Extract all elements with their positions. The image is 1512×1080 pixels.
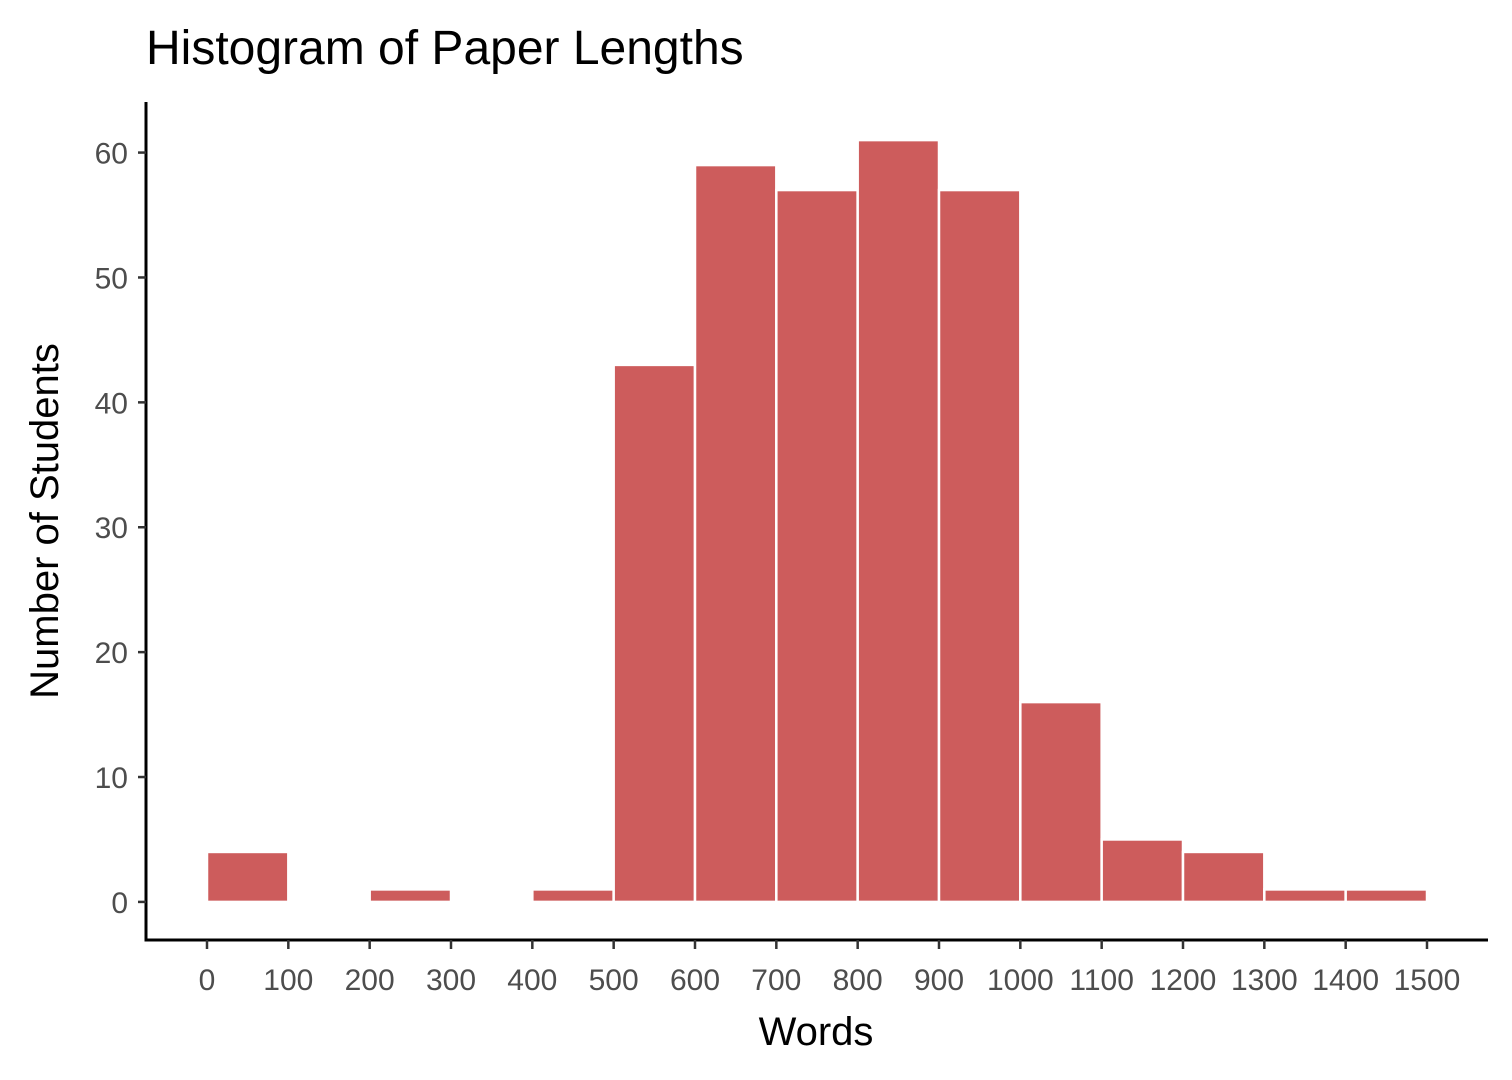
histogram-bar-200-300 [368,888,453,904]
histogram-bar-600-700 [693,163,778,904]
y-tick-label-30: 30 [95,512,128,545]
y-tick-label-0: 0 [111,887,128,920]
histogram-bar-700-800 [775,188,859,904]
chart-title: Histogram of Paper Lengths [146,22,744,75]
y-tick-label-50: 50 [95,262,128,295]
y-tick-label-10: 10 [95,762,128,795]
histogram-bar-1400-1500 [1344,888,1429,904]
x-tick-label-1400: 1400 [1312,964,1379,997]
y-axis-label: Number of Students [23,343,67,699]
x-tick-label-1500: 1500 [1394,964,1461,997]
histogram-bar-500-600 [612,363,697,904]
x-tick-label-1300: 1300 [1231,964,1298,997]
x-tick-label-1100: 1100 [1069,964,1134,997]
x-tick-label-300: 300 [426,964,476,997]
x-tick-label-500: 500 [589,964,639,997]
x-tick-label-600: 600 [670,964,720,997]
y-tick-label-40: 40 [95,387,128,420]
x-tick-label-0: 0 [199,964,216,997]
x-tick-label-1000: 1000 [987,964,1054,997]
histogram-bar-1200-1300 [1181,850,1266,904]
bars-layer [205,138,1429,904]
x-tick-label-700: 700 [751,964,801,997]
y-tick-label-20: 20 [95,637,128,670]
x-tick-label-100: 100 [263,964,313,997]
y-tick-label-60: 60 [95,138,128,171]
histogram-bar-1000-1100 [1019,700,1103,904]
histogram-bar-400-500 [531,888,615,904]
x-tick-label-900: 900 [914,964,964,997]
x-tick-label-800: 800 [833,964,883,997]
x-axis-label: Words [759,1010,874,1054]
histogram-bar-0-100 [205,850,290,904]
x-tick-label-400: 400 [507,964,557,997]
histogram-bar-1100-1200 [1100,838,1185,904]
x-tick-label-1200: 1200 [1150,964,1217,997]
x-tick-label-200: 200 [345,964,395,997]
histogram-bar-1300-1400 [1263,888,1347,904]
x-ticks-layer: 0 100 200 300 400 500 600 700 800 900 1000 1100 1200… [199,940,1461,997]
histogram-bar-900-1000 [937,188,1022,904]
y-ticks-layer: 0 10 20 30 40 50 60 [95,138,146,920]
histogram-bar-800-900 [856,138,941,904]
